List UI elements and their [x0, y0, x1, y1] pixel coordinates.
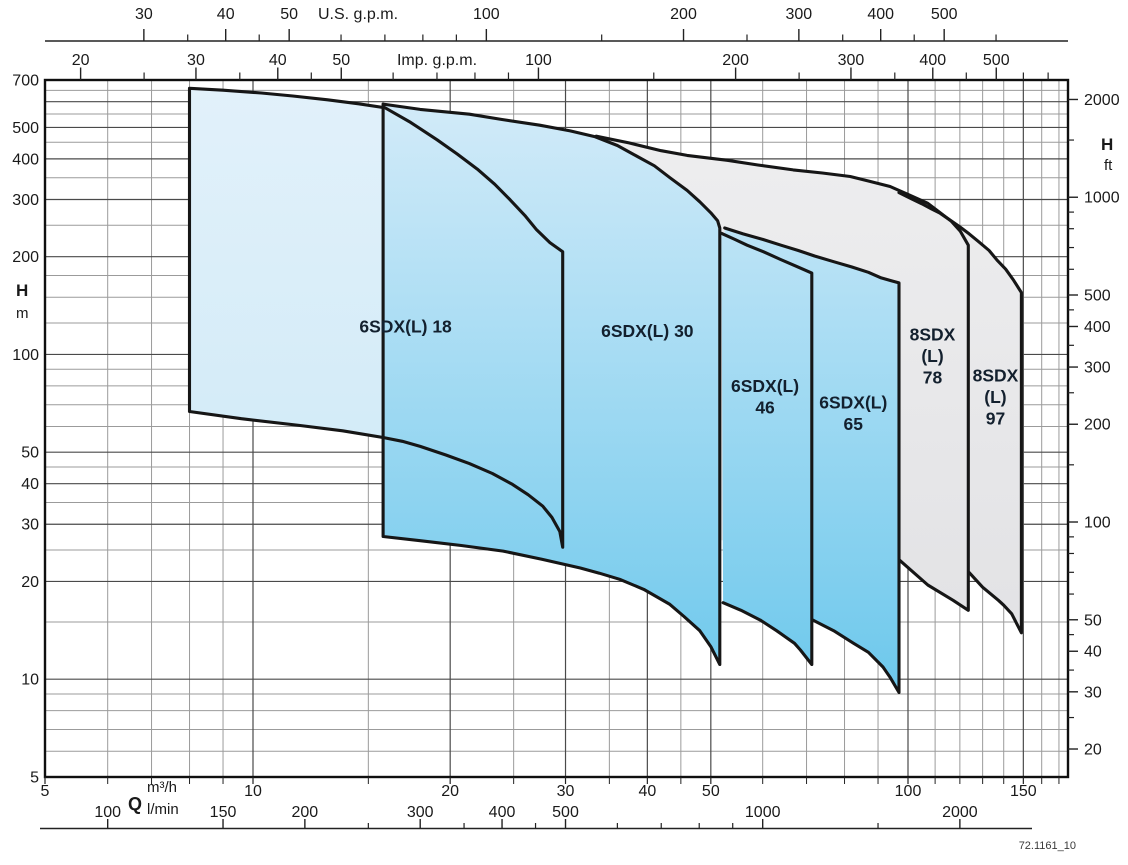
svg-text:300: 300 [786, 6, 813, 23]
svg-text:2000: 2000 [942, 804, 978, 821]
svg-text:300: 300 [12, 192, 39, 209]
svg-text:150: 150 [210, 804, 237, 821]
svg-text:50: 50 [280, 6, 298, 23]
svg-text:100: 100 [1084, 515, 1111, 532]
head-m-unit: m [16, 305, 29, 322]
svg-text:100: 100 [525, 52, 552, 69]
svg-text:50: 50 [21, 445, 39, 462]
svg-text:1000: 1000 [1084, 190, 1120, 207]
svg-text:2000: 2000 [1084, 92, 1120, 109]
region-97-curve-0 [897, 191, 1023, 635]
region-65-curve-0 [723, 226, 901, 695]
svg-text:200: 200 [1084, 417, 1111, 434]
svg-text:700: 700 [12, 72, 39, 89]
svg-text:100: 100 [473, 6, 500, 23]
svg-text:500: 500 [983, 52, 1010, 69]
flow-title-q: Q [128, 794, 142, 814]
region-30-area [383, 104, 720, 665]
svg-text:30: 30 [187, 52, 205, 69]
us-gpm-unit-label: U.S. g.p.m. [318, 6, 398, 23]
svg-text:100: 100 [895, 783, 922, 800]
svg-text:400: 400 [489, 804, 516, 821]
region-46-curve-0 [719, 231, 814, 667]
axis-us-gpm: 30 40 50 100 200 300 400 500 U.S. g.p.m. [45, 6, 1068, 42]
svg-text:20: 20 [72, 52, 90, 69]
region-78-label: 8SDX (L) 78 [910, 324, 956, 387]
svg-text:300: 300 [1084, 360, 1111, 377]
svg-text:50: 50 [1084, 612, 1102, 629]
flow-unit-m3h: m³/h [147, 779, 177, 796]
svg-text:50: 50 [332, 52, 350, 69]
axis-head-ft: 2000 1000 500 400 300 200 100 50 40 30 20 Hft [1068, 92, 1120, 759]
svg-text:40: 40 [1084, 644, 1102, 661]
region-labels: 8SDX (L) 78 8SDX (L) 97 6SDX(L) 18 6SDX(L) 30 6S… [359, 316, 1018, 433]
region-30-label: 6SDX(L) 30 [601, 321, 694, 341]
svg-text:30: 30 [557, 783, 575, 800]
svg-text:30: 30 [1084, 684, 1102, 701]
svg-text:400: 400 [867, 6, 894, 23]
svg-text:20: 20 [21, 574, 39, 591]
svg-text:500: 500 [931, 6, 958, 23]
axis-imp-gpm: 20 30 40 50 100 200 300 400 500 Imp. g.p.m. [72, 52, 1049, 80]
svg-text:400: 400 [919, 52, 946, 69]
svg-text:1000: 1000 [745, 804, 781, 821]
axis-head-m: 700 500 400 300 200 100 50 40 30 20 10 5 Hm [12, 72, 39, 786]
figure-code-watermark: 72.1161_10 [1019, 840, 1076, 852]
svg-text:10: 10 [244, 783, 262, 800]
svg-text:5: 5 [41, 783, 50, 800]
region-30-curve-0 [381, 102, 722, 667]
axis-flow-lmin: 100 150 200 300 400 500 1000 2000 [40, 804, 1032, 830]
svg-text:40: 40 [269, 52, 287, 69]
head-ft-unit: ft [1104, 157, 1113, 174]
svg-text:30: 30 [21, 517, 39, 534]
svg-text:200: 200 [670, 6, 697, 23]
svg-text:30: 30 [135, 6, 153, 23]
flow-axis-title: Qm³/h l/min [128, 779, 179, 818]
svg-text:20: 20 [1084, 742, 1102, 759]
svg-text:200: 200 [12, 249, 39, 266]
imp-gpm-unit-label: Imp. g.p.m. [397, 52, 477, 69]
svg-text:5: 5 [30, 769, 39, 786]
svg-text:300: 300 [407, 804, 434, 821]
svg-text:10: 10 [21, 672, 39, 689]
region-65-label: 6SDX(L) 65 [819, 392, 887, 434]
region-18-label: 6SDX(L) 18 [359, 316, 452, 336]
svg-text:40: 40 [21, 476, 39, 493]
svg-text:150: 150 [1010, 783, 1037, 800]
svg-text:100: 100 [94, 804, 121, 821]
svg-text:300: 300 [838, 52, 865, 69]
pump-regions [187, 86, 1023, 695]
svg-text:20: 20 [441, 783, 459, 800]
flow-unit-lmin: l/min [147, 801, 179, 818]
region-18-curve-0 [187, 86, 565, 549]
svg-text:100: 100 [12, 347, 39, 364]
svg-text:50: 50 [702, 783, 720, 800]
axis-flow-m3h: 5 10 20 30 40 50 100 150 [41, 777, 1060, 800]
plot-frame [43, 78, 1070, 779]
svg-text:400: 400 [1084, 319, 1111, 336]
region-46-label: 6SDX(L) 46 [731, 376, 799, 418]
svg-text:40: 40 [217, 6, 235, 23]
svg-text:200: 200 [292, 804, 319, 821]
region-97-label: 8SDX (L) 97 [973, 365, 1019, 428]
svg-text:400: 400 [12, 151, 39, 168]
svg-text:40: 40 [638, 783, 656, 800]
head-ft-title: H [1101, 135, 1113, 154]
region-78-curve-0 [594, 134, 970, 612]
region-97-area [893, 190, 1022, 633]
svg-text:500: 500 [1084, 288, 1111, 305]
svg-text:200: 200 [722, 52, 749, 69]
svg-text:500: 500 [552, 804, 579, 821]
svg-text:500: 500 [12, 120, 39, 137]
head-m-title: H [16, 281, 28, 300]
